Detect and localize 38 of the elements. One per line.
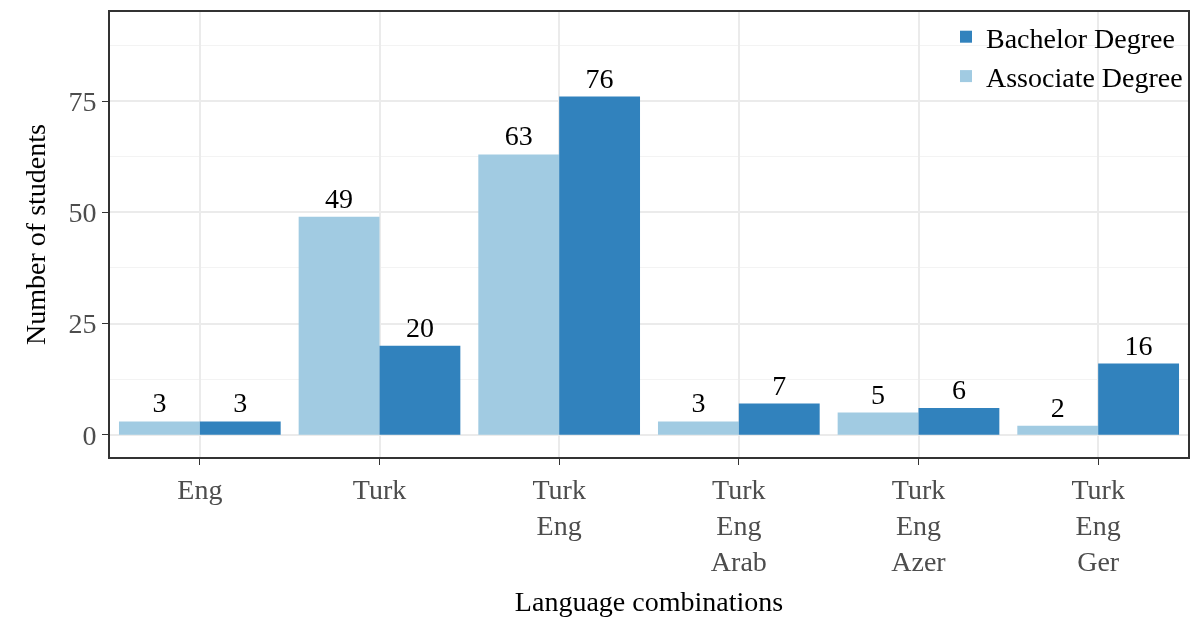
data-label: 3 (233, 387, 248, 419)
data-label: 6 (951, 374, 966, 406)
bar (738, 403, 820, 435)
bar (298, 216, 380, 435)
bar (657, 421, 739, 435)
y-axis-title: Number of students (19, 124, 51, 345)
data-label: 16 (1124, 329, 1153, 361)
bar (199, 421, 281, 435)
bar (1098, 363, 1180, 435)
x-axis-title: Language combinations (514, 586, 784, 617)
x-tick-label: Eng (177, 473, 223, 505)
y-tick-label: 0 (82, 419, 97, 451)
legend-label: Associate Degree (986, 62, 1183, 94)
x-tick-label: Turk Eng Azer (891, 473, 947, 578)
bar (918, 408, 1000, 435)
y-tick-label: 50 (68, 197, 97, 229)
x-tick-label: Turk Eng (532, 473, 586, 541)
y-tick-label: 75 (68, 85, 97, 117)
data-label: 3 (691, 387, 706, 419)
data-label: 7 (772, 369, 787, 401)
x-tick-label: Turk Eng Arab (710, 473, 767, 578)
bar (478, 154, 560, 435)
data-label: 5 (871, 378, 886, 410)
legend-label: Bachelor Degree (986, 22, 1175, 54)
bar (559, 96, 641, 435)
data-label: 2 (1050, 391, 1065, 423)
data-label: 76 (585, 62, 614, 94)
bar (379, 345, 461, 435)
data-label: 20 (405, 311, 434, 343)
data-label: 49 (325, 182, 354, 214)
data-label: 63 (504, 120, 533, 152)
bar (837, 412, 919, 435)
data-label: 3 (152, 387, 167, 419)
y-tick-label: 25 (68, 308, 97, 340)
bar (1017, 425, 1099, 435)
x-tick-label: Turk (352, 473, 407, 505)
bar (118, 421, 200, 435)
x-tick-label: Turk Eng Ger (1071, 473, 1125, 578)
